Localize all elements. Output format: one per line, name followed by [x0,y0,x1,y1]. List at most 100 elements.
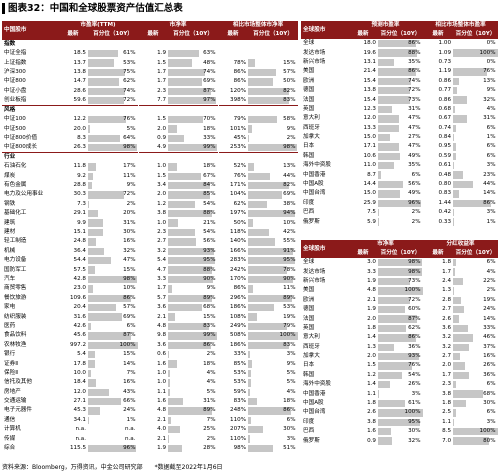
row: 食品饮料 45.6 87% 9.8 99% 508% 100% [2,331,299,341]
value-cell: 3.2 [442,334,452,341]
value-cell: 171% [230,182,247,189]
value-cell: 9.9 [77,219,86,226]
row-label: 韩国 [303,152,315,159]
value-cell: 1.8 [442,259,452,266]
pct-cell: 98% [378,258,424,268]
pct-cell: 30% [88,227,139,238]
pct-bar [168,210,212,218]
note: *数据截至2022年1月6日 [154,464,223,471]
header-cell: 市净率 [348,240,424,249]
pct-bar [168,87,212,95]
pct-cell: 73% [378,95,424,105]
pct-bar [168,200,195,209]
value-cell: 18.0 [363,40,376,47]
pct-bar [378,68,417,76]
row-label: 中国香港 [303,390,326,397]
row-label: 电力设备 [4,257,27,264]
pct-text: 67% [203,172,216,179]
value-cell: 11.8 [73,163,86,170]
pct-bar [168,50,200,58]
row-label: 印度 [303,199,315,206]
pct-bar [88,144,137,152]
pct-bar [88,210,98,218]
pct-text: 10% [123,285,136,292]
row-label: 日本 [303,362,315,369]
pct-text: 98% [283,144,296,151]
value-cell: 20.0 [73,125,86,132]
pct-text: 64% [123,134,136,141]
pct-text: 35% [408,58,421,65]
value-cell: 2.0 [367,315,376,322]
value-cell: 5.9 [367,218,376,225]
pct-text: 50% [283,78,296,85]
pct-text: 9% [206,285,216,292]
value-cell: 0.84 [438,134,452,141]
pct-bar [88,191,124,199]
pct-text: 15% [123,266,136,273]
value-cell: 12.0 [363,115,376,122]
row: 西班牙 1.3 36% 3.2 37% [301,342,499,352]
value-cell: 8.7 [367,171,376,178]
pct-bar [168,219,179,227]
pct-text: 20% [123,210,136,217]
pct-text: 2% [411,218,421,225]
value-cell: 98% [233,445,247,452]
row-label: 巴西 [303,209,315,216]
pct-bar [378,437,393,445]
pct-cell: 32% [378,436,424,446]
pct-cell: 36% [453,370,499,381]
pct-bar [378,199,421,208]
row: 全球 3.0 98% 1.8 6% [301,258,499,268]
pct-bar [88,322,91,331]
pct-bar [88,78,119,86]
pct-bar [453,115,467,123]
pct-cell: 56% [168,237,219,247]
pct-cell: 84% [168,180,219,191]
pct-text: 76% [483,68,496,75]
row-label: 传媒 [4,435,16,442]
row-label: 中证800价值 [4,134,38,141]
pct-bar [378,324,406,333]
pct-bar [248,219,253,227]
pct-cell: 98% [378,267,424,277]
value-cell: 78% [233,59,247,66]
pct-text: 63% [203,50,216,57]
pct-bar [168,78,203,86]
pct-cell: 1% [88,415,139,426]
value-cell: 1.5 [157,59,167,66]
pct-cell: 100% [453,48,499,58]
value-cell: 18.5 [73,50,86,57]
pct-bar [168,294,213,302]
pct-text: 3% [286,351,296,358]
pct-text: 94% [283,210,296,217]
row-label: 英国 [303,105,315,112]
pct-bar [168,397,184,406]
row: 中国香港 1.1 3% 3.8 68% [301,389,499,399]
pct-text: 22% [483,277,496,284]
pct-text: 3% [486,418,496,425]
header-cell: 相比市场整体市盈率 [423,21,499,30]
pct-cell: 69% [248,190,299,200]
pct-text: 23% [483,171,496,178]
pct-bar [248,416,251,425]
pct-bar [168,172,202,180]
row: 美国 4.8 100% 1.3 2% [301,286,499,296]
section-row: 行业 [2,152,299,163]
value-cell: 120% [230,87,247,94]
pct-bar [248,397,257,406]
pct-cell: 6% [453,380,499,390]
pct-text: 96% [123,445,136,452]
pct-cell: 76% [378,361,424,371]
pct-text: 9% [486,87,496,94]
row: 英国 1.8 62% 3.6 33% [301,323,499,334]
pct-bar [453,409,456,417]
pct-cell: 61% [88,49,139,59]
pct-cell: 54% [168,227,219,238]
row-label: 西班牙 [303,343,320,350]
pct-cell: 30% [453,398,499,409]
pct-text: 44% [483,181,496,188]
value-cell: 2.5 [442,409,452,416]
row-label: 保险Ⅱ [4,369,18,376]
pct-cell: 4% [453,104,499,115]
row: 电力设备 54.4 47% 5.4 95% 283% 95% [2,256,299,266]
